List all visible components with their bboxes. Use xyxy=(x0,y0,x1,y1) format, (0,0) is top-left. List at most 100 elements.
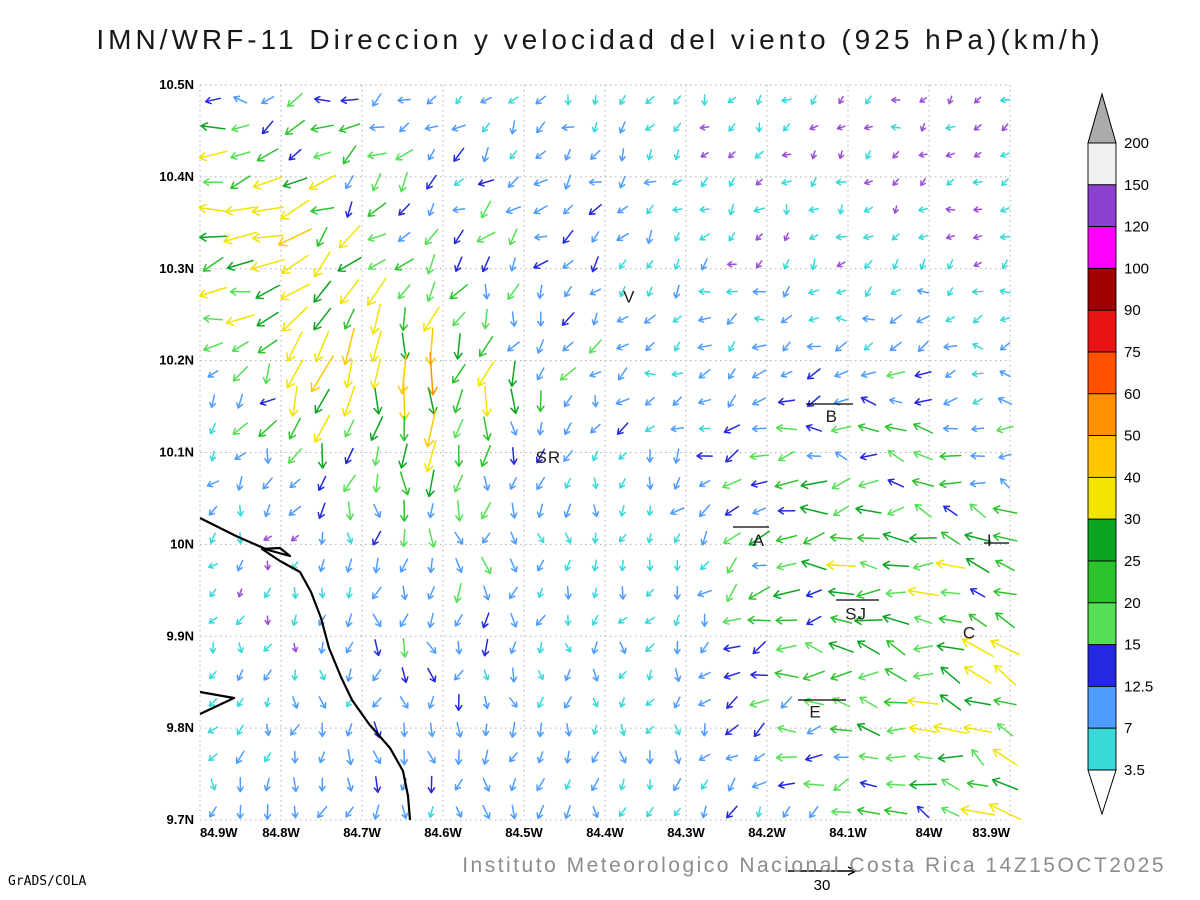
wind-arrow xyxy=(618,148,626,162)
wind-arrow xyxy=(318,587,326,599)
wind-arrow xyxy=(912,422,934,434)
wind-arrow xyxy=(860,396,877,406)
wind-arrow xyxy=(198,232,228,242)
coastline-layer xyxy=(199,517,412,821)
wind-arrow xyxy=(237,588,244,598)
wind-arrow xyxy=(563,204,574,215)
wind-arrow xyxy=(237,504,244,517)
wind-arrow xyxy=(453,669,464,681)
wind-arrow xyxy=(804,641,823,654)
wind-arrow xyxy=(728,341,736,352)
wind-arrow xyxy=(835,178,847,186)
wind-arrow xyxy=(345,668,353,682)
wind-arrow xyxy=(535,448,546,464)
wind-arrow xyxy=(616,315,629,323)
wind-arrow xyxy=(507,341,520,352)
wind-arrow xyxy=(940,666,961,684)
wind-arrow xyxy=(971,425,985,433)
wind-arrow xyxy=(564,779,571,790)
wind-arrow xyxy=(291,614,299,627)
wind-arrow xyxy=(509,667,518,683)
wind-arrow xyxy=(969,587,986,598)
wind-arrow xyxy=(726,583,738,603)
wind-arrow xyxy=(252,176,283,190)
wind-arrow xyxy=(999,370,1011,378)
wind-arrow xyxy=(833,753,849,761)
wind-arrow xyxy=(698,671,711,680)
wind-arrow xyxy=(563,804,571,820)
wind-arrow xyxy=(318,696,327,709)
wind-arrow xyxy=(453,147,465,162)
wind-arrow xyxy=(856,722,881,737)
wind-arrow xyxy=(345,723,353,737)
wind-arrow xyxy=(563,174,572,190)
wind-arrow xyxy=(723,671,741,680)
colorbar-segment xyxy=(1087,560,1117,604)
wind-arrow xyxy=(722,617,742,625)
coastline xyxy=(199,690,236,715)
wind-arrow xyxy=(998,453,1012,460)
wind-arrow xyxy=(592,504,600,518)
wind-arrow xyxy=(993,587,1017,597)
wind-arrow xyxy=(862,315,875,323)
wind-arrow xyxy=(454,256,463,273)
wind-arrow xyxy=(782,341,791,352)
wind-arrow xyxy=(209,806,217,818)
wind-arrow xyxy=(261,120,274,135)
wind-arrow xyxy=(398,203,411,216)
wind-arrow xyxy=(397,353,409,395)
wind-arrow xyxy=(963,666,992,684)
wind-arrow xyxy=(883,697,908,707)
wind-arrow xyxy=(310,206,335,215)
wind-arrow xyxy=(937,753,964,763)
wind-arrow xyxy=(963,723,993,734)
colorbar-label: 30 xyxy=(1124,511,1141,528)
wind-arrow xyxy=(646,286,653,297)
wind-arrow xyxy=(317,805,328,819)
wind-arrow xyxy=(808,206,820,213)
wind-arrow xyxy=(700,779,709,790)
wind-arrow xyxy=(426,174,437,190)
wind-arrow xyxy=(674,724,681,736)
wind-arrow xyxy=(913,644,934,653)
wind-arrow xyxy=(837,204,845,215)
wind-arrow xyxy=(882,531,909,543)
wind-arrow xyxy=(452,206,466,214)
wind-arrow xyxy=(592,805,600,819)
colorbar-segment xyxy=(1087,644,1117,687)
x-tick-label: 84.3W xyxy=(667,825,705,840)
colorbar-segment xyxy=(1087,727,1117,771)
wind-arrow xyxy=(533,260,549,270)
reference-arrow: 30 xyxy=(788,866,858,894)
wind-arrow xyxy=(292,696,299,709)
wind-arrow xyxy=(943,343,958,351)
wind-arrow xyxy=(918,206,929,213)
wind-arrow xyxy=(564,723,572,737)
wind-arrow xyxy=(537,641,544,654)
wind-arrow xyxy=(287,448,303,464)
wind-arrow xyxy=(674,750,682,765)
wind-arrow xyxy=(968,613,987,627)
wind-arrow xyxy=(994,664,1016,686)
wind-arrow xyxy=(318,641,326,655)
wind-arrow xyxy=(399,613,409,628)
y-tick-label: 10.3N xyxy=(159,261,194,276)
wind-arrow xyxy=(751,562,767,570)
x-tick-label: 84.9W xyxy=(200,825,238,840)
wind-arrow xyxy=(972,342,984,350)
wind-arrow xyxy=(856,588,881,599)
wind-arrow xyxy=(423,409,437,448)
wind-arrow xyxy=(698,504,711,518)
wind-arrow xyxy=(914,398,932,406)
wind-arrow xyxy=(426,254,436,275)
wind-arrow xyxy=(343,474,356,493)
wind-arrow xyxy=(372,750,382,765)
wind-arrow xyxy=(752,397,767,406)
wind-arrow xyxy=(802,670,825,682)
wind-arrow xyxy=(728,203,735,216)
wind-arrow xyxy=(395,149,413,161)
wind-arrow xyxy=(619,641,627,654)
colorbar-below-triangle xyxy=(1087,769,1117,816)
wind-arrow xyxy=(810,95,817,105)
wind-arrow xyxy=(369,123,385,132)
